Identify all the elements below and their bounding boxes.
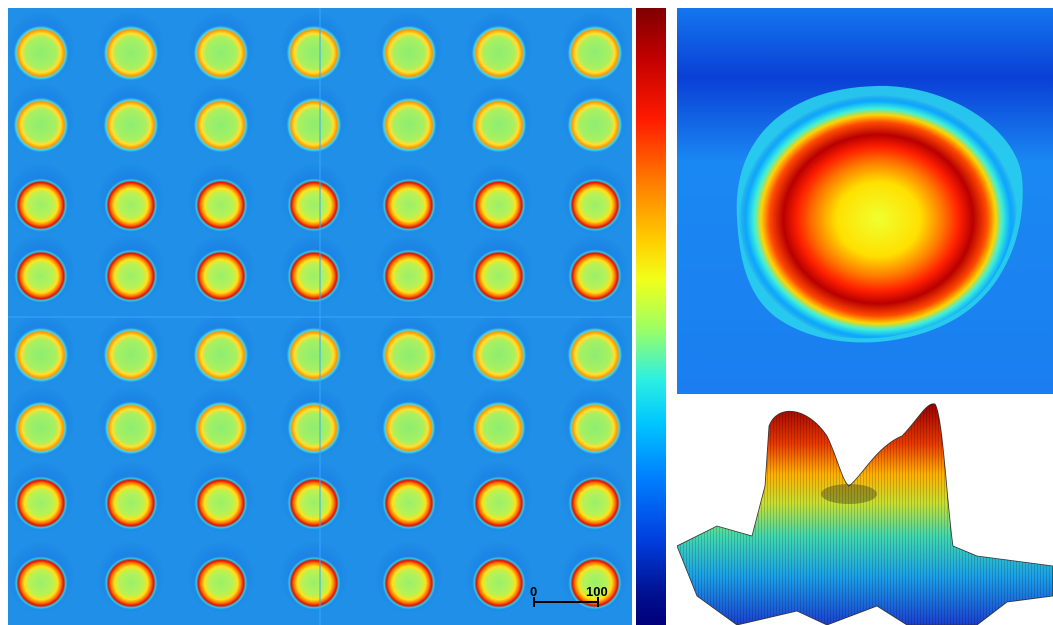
ring-array-svg: 0 100 xyxy=(8,8,632,625)
ring-spot xyxy=(8,461,75,533)
ring-spot xyxy=(187,11,255,83)
colorbar xyxy=(636,8,666,625)
ring-spot xyxy=(187,313,255,385)
ring-spot xyxy=(280,163,348,235)
ring-spot xyxy=(187,83,255,155)
surface-plot-3d xyxy=(677,396,1053,625)
ring-array-image: 0 100 xyxy=(8,8,632,625)
ring-spots xyxy=(8,11,629,613)
ring-spot xyxy=(375,386,443,458)
ring-spot xyxy=(97,234,165,306)
ring-spot xyxy=(561,386,629,458)
ring-spot xyxy=(187,234,255,306)
ring-spot xyxy=(97,386,165,458)
ring-spot xyxy=(8,541,75,613)
ring-spot xyxy=(375,83,443,155)
scale-bar: 0 100 xyxy=(530,584,608,607)
ring-spot xyxy=(97,83,165,155)
ring-spot xyxy=(280,234,348,306)
ring-spot xyxy=(187,541,255,613)
ring-spot xyxy=(465,541,533,613)
heatmap-svg xyxy=(677,8,1053,394)
ring-spot xyxy=(465,313,533,385)
ring-spot xyxy=(187,461,255,533)
ring-spot xyxy=(187,386,255,458)
ring-spot xyxy=(561,163,629,235)
ring-spot xyxy=(97,163,165,235)
scale-bar-end-label: 100 xyxy=(586,584,608,599)
ring-spot xyxy=(465,386,533,458)
surface-svg xyxy=(677,403,1053,625)
ring-spot xyxy=(375,234,443,306)
ring-spot xyxy=(465,11,533,83)
ring-spot xyxy=(375,541,443,613)
scale-bar-start-label: 0 xyxy=(530,584,537,599)
ring-spot xyxy=(375,313,443,385)
ring-spot xyxy=(97,461,165,533)
ring-spot xyxy=(375,461,443,533)
ring-spot xyxy=(465,461,533,533)
ring-spot xyxy=(375,163,443,235)
ring-spot xyxy=(280,541,348,613)
single-ring-heatmap xyxy=(677,8,1053,394)
ring-spot xyxy=(8,313,75,385)
ring-spot xyxy=(561,11,629,83)
ring-spot xyxy=(8,234,75,306)
ring-spot xyxy=(465,163,533,235)
ring-spot xyxy=(375,11,443,83)
ring-spot xyxy=(465,83,533,155)
ring-spot xyxy=(561,541,629,613)
ring-spot xyxy=(187,163,255,235)
ring-spot xyxy=(561,83,629,155)
ring-spot xyxy=(8,83,75,155)
ring-spot xyxy=(8,11,75,83)
ring-spot xyxy=(280,386,348,458)
ring-spot xyxy=(280,11,348,83)
ring-spot xyxy=(8,386,75,458)
ring-spot xyxy=(561,461,629,533)
ring-spot xyxy=(280,461,348,533)
ring-spot xyxy=(97,541,165,613)
ring-spot xyxy=(8,163,75,235)
ring-spot xyxy=(465,234,533,306)
ring-spot xyxy=(561,234,629,306)
ring-spot xyxy=(97,313,165,385)
ring-spot xyxy=(280,83,348,155)
ring-spot xyxy=(280,313,348,385)
ring-spot xyxy=(561,313,629,385)
ring-spot xyxy=(97,11,165,83)
